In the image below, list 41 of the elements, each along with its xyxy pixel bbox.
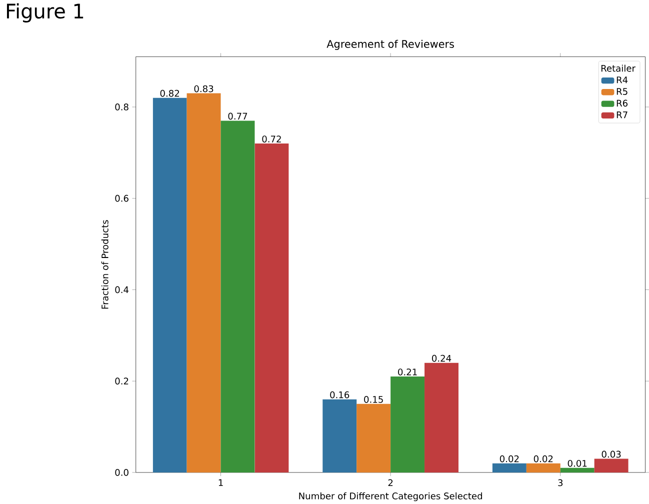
bar (390, 376, 425, 472)
bar (152, 98, 187, 472)
y-tick-label: 0.4 (115, 286, 128, 294)
data-label: 0.02 (500, 455, 519, 462)
chart-title: Agreement of Reviewers (326, 40, 454, 50)
bar (356, 404, 391, 472)
y-axis-title: Fraction of Products (101, 220, 108, 309)
y-tick-label: 0.2 (115, 378, 128, 384)
bar (492, 463, 526, 472)
x-axis-title: Number of Different Categories Selected (299, 492, 482, 502)
legend-label: R4 (616, 76, 628, 84)
legend-label: R7 (616, 111, 628, 118)
y-tick-label: 0.0 (115, 468, 128, 476)
data-label: 0.03 (602, 450, 621, 458)
data-label: 0.01 (568, 460, 587, 467)
bar (424, 362, 458, 472)
bar (594, 458, 628, 472)
legend-label: R5 (616, 88, 628, 95)
data-label: 0.72 (262, 136, 281, 142)
bar (220, 120, 255, 472)
bar (526, 463, 560, 472)
data-label: 0.16 (330, 391, 350, 398)
bar (254, 143, 289, 472)
data-label: 0.77 (228, 112, 248, 120)
y-tick-label: 0.8 (115, 103, 128, 110)
data-label: 0.24 (432, 354, 452, 362)
x-tick-label: 3 (558, 479, 563, 486)
x-tick-label: 1 (218, 479, 223, 486)
legend-title: Retailer (601, 64, 636, 72)
data-label: 0.21 (398, 368, 417, 376)
x-tick-label: 2 (388, 479, 393, 486)
bar (186, 93, 221, 472)
data-label: 0.15 (364, 396, 383, 403)
bar (560, 468, 594, 472)
bar (322, 399, 357, 472)
y-tick-label: 0.6 (115, 194, 128, 202)
data-label: 0.02 (534, 455, 553, 462)
data-label: 0.82 (160, 90, 179, 97)
caption: Figure 1 (6, 3, 84, 22)
data-label: 0.83 (194, 85, 214, 92)
legend-label: R6 (616, 100, 628, 107)
